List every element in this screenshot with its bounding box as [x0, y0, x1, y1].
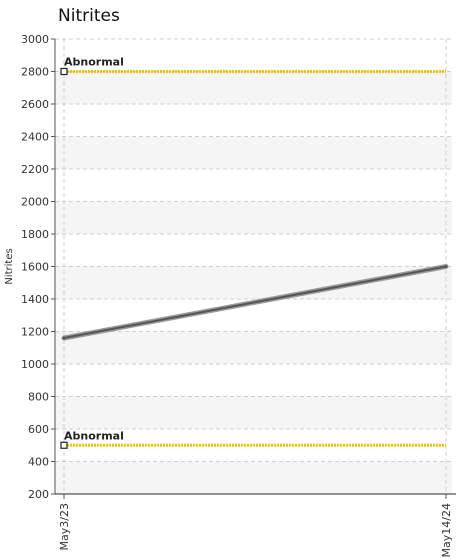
series-lines: [61, 264, 449, 341]
y-tick-label: 400: [28, 456, 49, 469]
reference-line-label: Abnormal: [64, 429, 124, 442]
x-tick-label: May3/23: [58, 503, 71, 550]
data-point: [444, 265, 448, 268]
reference-line-label: Abnormal: [64, 56, 124, 69]
y-tick-label: 1800: [21, 228, 49, 241]
background-band: [55, 396, 452, 429]
axes: [51, 38, 456, 499]
y-tick-label: 1200: [21, 326, 49, 339]
y-tick-label: 2200: [21, 163, 49, 176]
y-tick-labels: 200 400 600 800 1000 1200 1400 1600 1800 2000 2200…: [21, 33, 49, 501]
series-line: [63, 265, 447, 339]
y-tick-label: 800: [28, 391, 49, 404]
y-tick-label: 200: [28, 488, 49, 501]
y-tick-label: 1400: [21, 293, 49, 306]
x-tick-labels: May3/23 May14/24: [58, 503, 453, 557]
reference-marker: [60, 441, 68, 449]
y-tick-label: 1000: [21, 358, 49, 371]
background-band: [55, 461, 452, 494]
background-bands: [55, 71, 452, 494]
y-tick-label: 3000: [21, 33, 49, 46]
y-tick-label: 2800: [21, 66, 49, 79]
y-tick-label: 2600: [21, 98, 49, 111]
reference-lines: Abnormal Abnormal: [60, 56, 446, 449]
background-band: [55, 331, 452, 364]
x-tick-label: May14/24: [440, 503, 453, 557]
background-band: [55, 266, 452, 299]
background-band: [55, 71, 452, 104]
reference-marker: [60, 67, 68, 76]
y-tick-label: 600: [28, 423, 49, 436]
y-axis-title: Nitrites: [4, 248, 15, 284]
background-band: [55, 201, 452, 234]
chart-title: Nitrites: [58, 6, 120, 26]
y-tick-label: 2400: [21, 131, 49, 144]
y-tick-label: 1600: [21, 261, 49, 274]
y-tick-label: 2000: [21, 196, 49, 209]
data-point: [62, 336, 66, 340]
background-band: [55, 136, 452, 169]
